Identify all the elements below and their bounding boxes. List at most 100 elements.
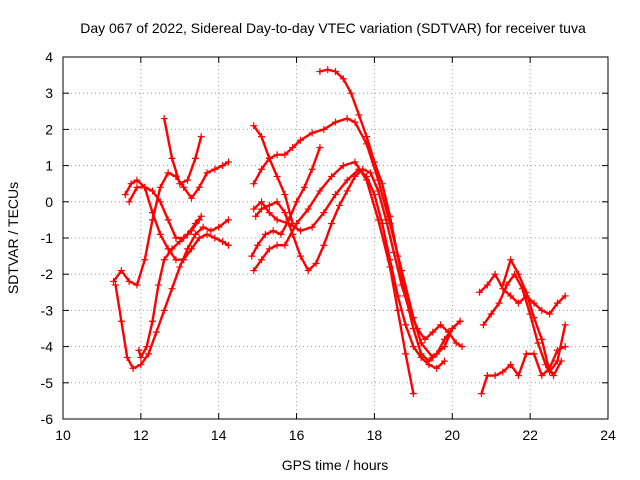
data-point — [219, 238, 227, 246]
data-point — [530, 299, 538, 307]
data-point — [254, 241, 262, 249]
x-tick-label: 12 — [133, 427, 149, 443]
data-point — [248, 252, 256, 260]
data-point — [265, 245, 273, 253]
data-point — [125, 198, 133, 206]
data-point — [133, 281, 141, 289]
data-point — [355, 111, 363, 119]
data-point — [265, 209, 273, 217]
data-point — [421, 335, 429, 343]
series-s1 — [110, 158, 232, 289]
data-point — [149, 187, 157, 195]
data-point — [211, 165, 219, 173]
data-point — [316, 67, 324, 75]
data-point — [265, 201, 273, 209]
data-point — [273, 172, 281, 180]
data-point — [207, 227, 215, 235]
data-point — [522, 288, 530, 296]
data-point — [476, 288, 484, 296]
data-point — [281, 241, 289, 249]
data-point — [258, 198, 266, 206]
data-point — [316, 187, 324, 195]
data-series — [110, 66, 569, 398]
data-point — [176, 180, 184, 188]
data-point — [215, 223, 223, 231]
data-point — [273, 198, 281, 206]
x-tick-label: 24 — [600, 427, 616, 443]
data-point — [149, 317, 157, 325]
series-line — [478, 273, 567, 316]
series-line — [124, 178, 230, 261]
data-point — [261, 230, 269, 238]
data-point — [180, 256, 188, 264]
data-point — [164, 245, 172, 253]
data-point — [477, 390, 485, 398]
data-point — [382, 216, 390, 224]
data-point — [343, 187, 351, 195]
data-point — [514, 372, 522, 380]
data-point — [458, 343, 466, 351]
data-point — [374, 187, 382, 195]
data-point — [172, 256, 180, 264]
data-point — [328, 220, 336, 228]
data-point — [224, 216, 232, 224]
data-point — [152, 328, 160, 336]
data-point — [351, 118, 359, 126]
data-point — [203, 169, 211, 177]
x-tick-label: 10 — [55, 427, 71, 443]
data-point — [452, 339, 460, 347]
data-point — [433, 364, 441, 372]
data-point — [123, 353, 131, 361]
data-point — [195, 234, 203, 242]
data-point — [156, 198, 164, 206]
data-point — [448, 325, 456, 332]
data-point — [176, 238, 184, 246]
data-point — [258, 205, 266, 213]
data-point — [530, 314, 538, 322]
data-point — [367, 169, 375, 177]
data-point — [394, 252, 402, 260]
data-point — [137, 361, 145, 369]
data-point — [417, 350, 425, 358]
data-point — [281, 151, 289, 159]
data-point — [112, 281, 120, 289]
data-point — [534, 339, 542, 347]
data-point — [409, 343, 417, 351]
data-point — [347, 89, 355, 97]
data-point — [409, 390, 417, 398]
data-point — [224, 158, 232, 166]
data-point — [129, 364, 137, 372]
data-point — [561, 292, 569, 300]
data-point — [487, 310, 495, 318]
data-point — [197, 133, 205, 141]
data-point — [386, 256, 394, 264]
series-line — [252, 117, 462, 359]
data-point — [258, 133, 266, 141]
data-point — [370, 158, 378, 166]
data-point — [538, 335, 546, 343]
y-tick-label: 0 — [45, 194, 53, 210]
data-point — [499, 368, 507, 376]
data-point — [312, 259, 320, 267]
data-point — [546, 368, 554, 376]
data-point — [176, 263, 184, 271]
data-point — [429, 328, 437, 336]
data-point — [127, 180, 135, 188]
data-point — [351, 172, 359, 180]
data-point — [164, 169, 172, 177]
data-point — [308, 223, 316, 231]
data-point — [154, 281, 162, 289]
data-point — [137, 353, 145, 361]
data-point — [250, 205, 258, 213]
data-point — [296, 252, 304, 260]
data-point — [265, 154, 273, 162]
data-point — [141, 256, 149, 264]
data-point — [499, 281, 507, 289]
data-point — [507, 256, 515, 264]
data-point — [300, 183, 308, 191]
y-tick-label: -4 — [41, 339, 54, 355]
data-point — [335, 201, 343, 209]
data-point — [219, 162, 227, 170]
